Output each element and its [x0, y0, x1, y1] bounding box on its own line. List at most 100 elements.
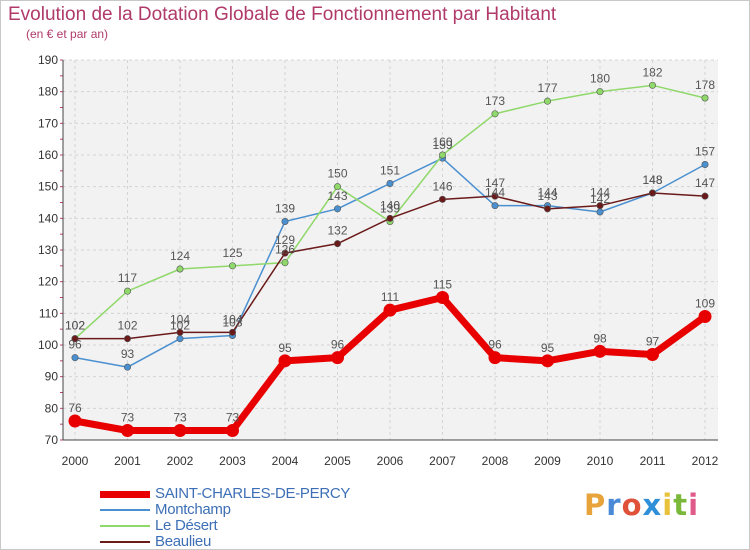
data-label: 182	[642, 65, 662, 79]
y-tick-label: 70	[45, 433, 59, 447]
y-tick-label: 110	[39, 306, 58, 320]
data-point	[229, 328, 237, 336]
legend-swatch	[100, 509, 150, 511]
data-label: 73	[121, 411, 135, 425]
data-point	[176, 335, 184, 343]
x-tick-label: 2007	[429, 454, 456, 468]
data-label: 73	[226, 411, 240, 425]
data-label: 159	[432, 138, 452, 152]
x-tick-label: 2001	[114, 454, 141, 468]
data-point	[281, 249, 289, 257]
data-label: 146	[432, 179, 452, 193]
data-label: 177	[537, 81, 557, 95]
data-point	[124, 335, 132, 343]
data-point	[491, 202, 499, 210]
chart-subtitle: (en € et par an)	[26, 27, 109, 41]
data-point	[333, 183, 341, 191]
x-tick-label: 2002	[167, 454, 194, 468]
data-point	[541, 354, 554, 368]
data-label: 148	[642, 173, 662, 187]
data-label: 125	[222, 246, 242, 260]
data-label: 132	[327, 224, 347, 238]
data-label: 144	[485, 186, 505, 200]
data-label: 139	[275, 202, 295, 216]
data-point	[226, 424, 239, 437]
y-tick-label: 180	[38, 85, 58, 99]
data-point	[698, 310, 712, 323]
data-label: 102	[170, 319, 190, 333]
data-label: 151	[380, 164, 400, 178]
data-label: 157	[695, 145, 715, 159]
legend-label: Montchamp	[155, 501, 231, 518]
data-point	[176, 265, 184, 273]
data-label: 140	[380, 198, 400, 212]
data-point	[593, 344, 607, 358]
y-tick-label: 190	[38, 53, 58, 67]
data-point	[333, 205, 341, 213]
data-label: 111	[381, 290, 400, 304]
data-label: 178	[695, 78, 715, 92]
x-tick-label: 2000	[62, 454, 89, 468]
y-tick-label: 80	[45, 401, 59, 415]
data-label: 180	[590, 72, 610, 86]
data-label: 139	[380, 202, 400, 216]
data-label: 104	[170, 312, 190, 326]
x-tick-label: 2003	[219, 454, 246, 468]
data-point	[124, 363, 132, 371]
data-label: 73	[173, 411, 187, 425]
data-label: 96	[488, 338, 502, 352]
x-tick-label: 2009	[534, 454, 561, 468]
data-label: 95	[541, 341, 555, 355]
proxiti-logo: Proxiti	[584, 488, 700, 522]
data-point	[648, 189, 656, 197]
data-point	[646, 348, 659, 361]
chart-title: Evolution de la Dotation Globale de Fonc…	[8, 4, 557, 25]
data-point	[278, 354, 292, 368]
data-point	[68, 414, 82, 428]
data-point	[648, 81, 656, 89]
line-chart: 70 80 90 100 110 120 130 140 150 160 170 180 190 2000…	[38, 53, 719, 468]
data-point	[281, 259, 289, 267]
data-label: 142	[590, 192, 610, 206]
x-tick-label: 2005	[324, 454, 351, 468]
x-tick-label: 2010	[587, 454, 614, 468]
y-tick-label: 130	[38, 243, 58, 257]
data-label: 144	[537, 186, 557, 200]
data-label: 143	[537, 189, 557, 203]
x-tick-label: 2012	[692, 454, 719, 468]
data-point	[596, 208, 604, 216]
data-label: 102	[65, 319, 85, 333]
data-label: 150	[327, 167, 347, 181]
data-point	[491, 110, 499, 118]
data-point	[596, 88, 604, 96]
y-tick-label: 90	[45, 370, 59, 384]
data-label: 103	[222, 316, 242, 330]
data-point	[596, 202, 604, 210]
data-label: 117	[118, 271, 137, 285]
y-tick-label: 100	[38, 338, 58, 352]
data-point	[71, 354, 79, 362]
data-point	[173, 424, 187, 437]
data-label: 148	[642, 173, 662, 187]
legend-swatch	[100, 541, 150, 543]
data-label: 126	[275, 243, 295, 257]
data-label: 97	[646, 335, 660, 349]
data-point	[229, 262, 237, 270]
data-label: 129	[275, 233, 295, 247]
data-label: 102	[65, 319, 85, 333]
y-tick-label: 170	[38, 116, 58, 130]
legend-swatch	[100, 525, 150, 527]
data-label: 95	[278, 341, 292, 355]
data-label: 147	[695, 176, 715, 190]
data-point	[176, 328, 184, 336]
data-point	[386, 180, 394, 188]
data-point	[124, 287, 132, 295]
data-point	[281, 218, 289, 226]
legend-swatch	[100, 490, 150, 498]
data-label: 147	[485, 176, 505, 190]
data-label: 104	[222, 312, 242, 326]
data-point	[438, 195, 446, 203]
data-point	[543, 205, 551, 213]
legend-label: Beaulieu	[155, 533, 211, 550]
data-point	[436, 291, 449, 304]
